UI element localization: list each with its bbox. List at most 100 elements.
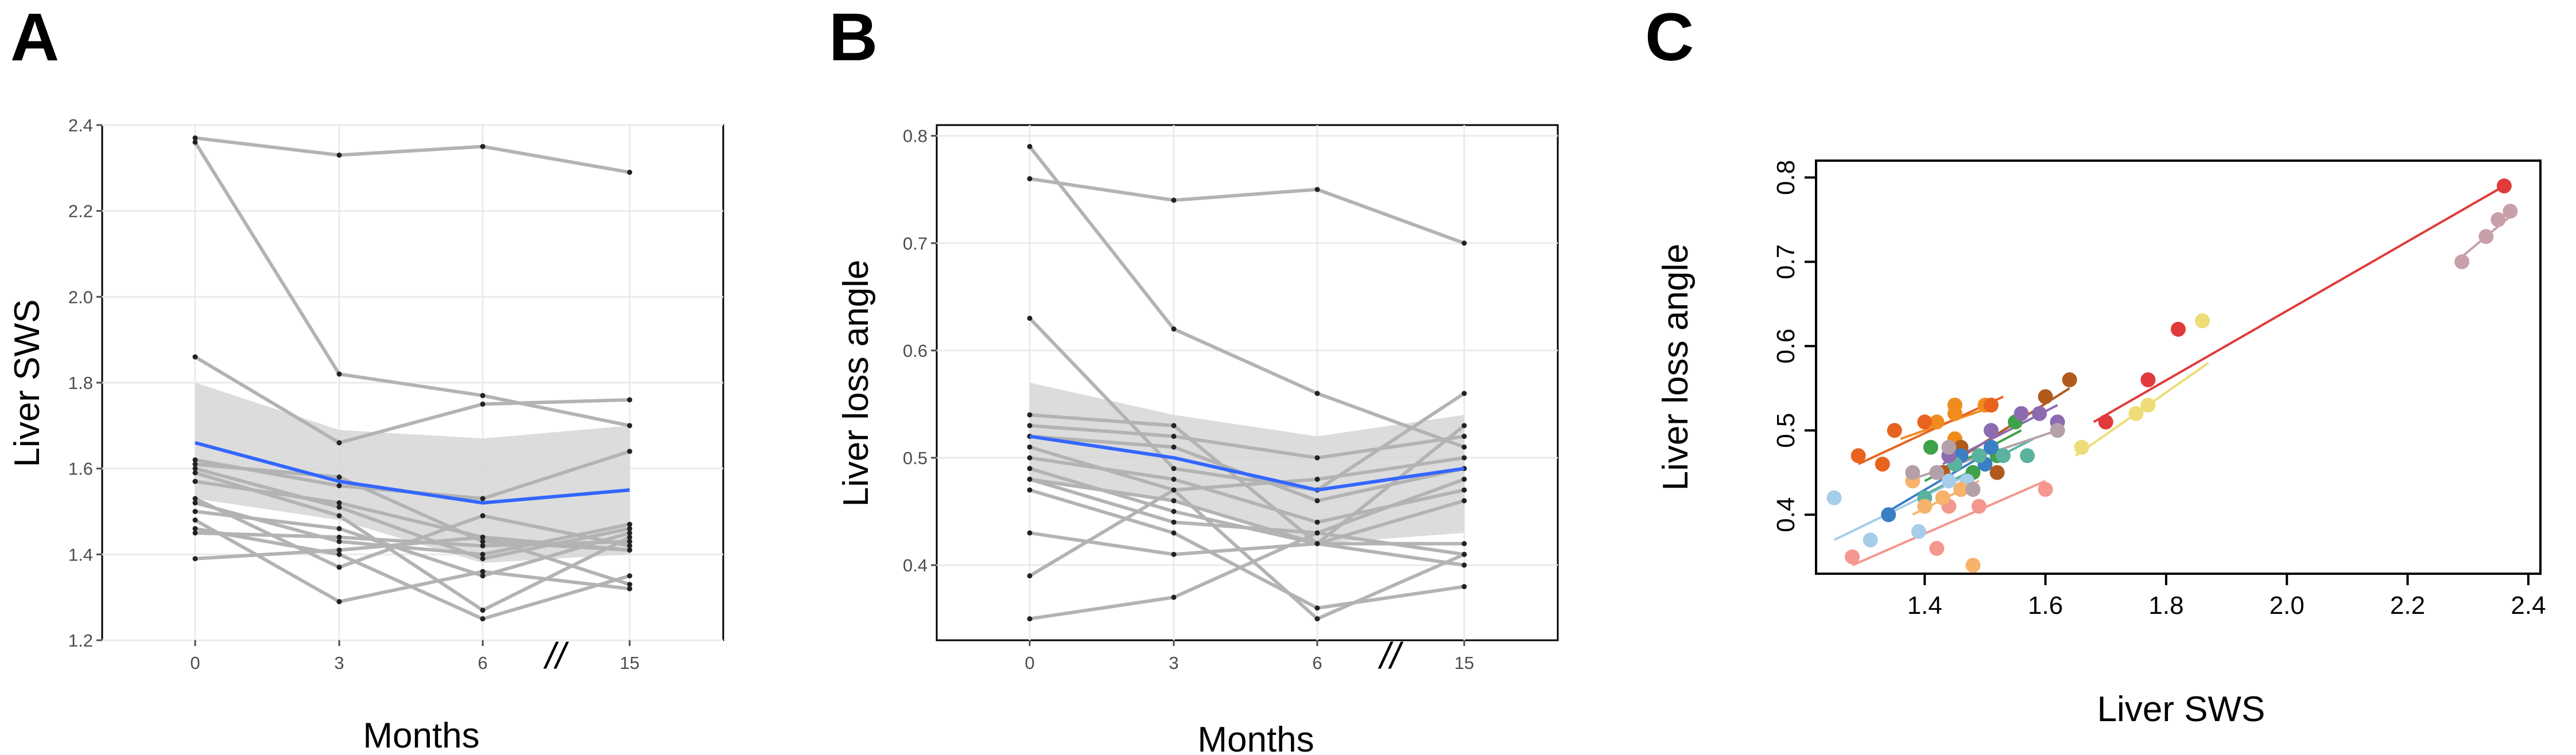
- subject-point-p9-1: [1171, 509, 1177, 514]
- subject-point-p6-3: [627, 526, 633, 531]
- subject-point-p3-0: [1027, 316, 1033, 321]
- fit-line-red: [2093, 185, 2505, 423]
- panel-a-letter: A: [10, 0, 59, 75]
- point-light-blue-0: [1826, 490, 1842, 505]
- subject-point-p5-0: [192, 461, 198, 467]
- point-teal-4: [1971, 448, 1987, 464]
- x-tick-label-2: 6: [1312, 653, 1322, 673]
- point-dark-orange-0: [1850, 448, 1866, 464]
- point-blue-0: [1881, 507, 1896, 523]
- subject-point-p1-2: [1314, 391, 1320, 396]
- point-purple-1: [2032, 406, 2047, 421]
- subject-point-p2-2: [1314, 186, 1320, 192]
- point-salmon-0: [1845, 549, 1860, 565]
- point-mauve-2: [2490, 212, 2506, 227]
- subject-point-p15-3: [627, 547, 633, 553]
- point-light-blue-3: [1941, 473, 1957, 489]
- subject-point-p11-1: [1171, 498, 1177, 504]
- subject-point-p4-1: [336, 483, 342, 489]
- panel-c: C 0.4 0.5 0.6 0.7 0.8 1.4 1.6 1.8 2.0 2.2 2.4 Liv…: [1645, 0, 2546, 729]
- c-y-tick-label-0: 0.4: [1772, 497, 1800, 532]
- panel-b-y-ticks: 0.4 0.5 0.6 0.7 0.8: [903, 126, 937, 575]
- subject-line-p2: [1029, 177, 1465, 245]
- panel-c-y-axis-title: Liver loss angle: [1656, 244, 1696, 491]
- x-tick-label-3: 15: [1454, 653, 1474, 673]
- x-tick-label-0: 0: [190, 653, 200, 673]
- subject-point-p9-2: [480, 513, 486, 519]
- subject-point-p3-0: [192, 354, 198, 360]
- point-green-0: [1923, 439, 1938, 455]
- point-mauve-1: [2478, 229, 2494, 244]
- subject-line-p10: [195, 501, 630, 556]
- panel-b-y-axis-title: Liver loss angle: [836, 260, 876, 507]
- panel-c-letter: C: [1645, 0, 1694, 75]
- subject-line-p2: [193, 141, 630, 427]
- subject-point-p12-3: [1461, 583, 1467, 589]
- x-tick-label-1: 3: [1169, 653, 1178, 673]
- c-x-tick-label-1: 1.6: [2028, 591, 2063, 620]
- panel-b-x-axis-title: Months: [1197, 720, 1314, 755]
- subject-point-p8-3: [627, 582, 633, 587]
- subject-point-p4-1: [1171, 423, 1177, 429]
- point-red-2: [2140, 372, 2156, 388]
- point-grey-mauve-0: [1905, 465, 1921, 480]
- subject-line-p13: [1029, 531, 1464, 556]
- y-tick-label-2: 1.6: [68, 459, 93, 479]
- subject-point-p8-1: [336, 500, 342, 506]
- subject-point-p14-3: [1461, 551, 1467, 557]
- subject-point-p2-1: [336, 371, 342, 377]
- subject-point-p3-1: [1171, 466, 1177, 472]
- subject-point-p2-3: [627, 423, 633, 429]
- subject-point-p8-1: [1171, 476, 1177, 482]
- point-yellow-1: [2140, 398, 2156, 413]
- x-tick-label-2: 6: [478, 653, 487, 673]
- c-x-tick-label-4: 2.2: [2390, 591, 2425, 620]
- subject-point-p1-3: [627, 169, 633, 175]
- subject-line-p3: [194, 355, 630, 445]
- point-purple-4: [1983, 423, 1999, 438]
- panel-a-subject-lines: [192, 135, 633, 622]
- point-yellow-2: [2128, 406, 2144, 421]
- subject-point-p13-3: [1461, 541, 1467, 547]
- subject-line-p3: [1028, 317, 1465, 492]
- point-purple-3: [2014, 406, 2029, 421]
- subject-point-p2-2: [480, 392, 486, 398]
- y-tick-label-4: 2.0: [68, 287, 93, 307]
- subject-point-p7-2: [1314, 476, 1320, 482]
- subject-point-p2-0: [1027, 176, 1033, 182]
- subject-point-p12-1: [336, 599, 342, 605]
- subject-point-p5-1: [1171, 434, 1177, 439]
- subject-point-p7-0: [192, 470, 198, 476]
- subject-point-p3-1: [336, 440, 342, 446]
- subject-line-p13: [195, 527, 630, 621]
- c-y-tick-label-3: 0.7: [1772, 244, 1800, 279]
- c-x-tick-label-5: 2.4: [2511, 591, 2546, 620]
- x-tick-label-3: 15: [620, 653, 639, 673]
- y-tick-label-4: 0.8: [903, 126, 928, 146]
- y-tick-label-5: 2.2: [68, 201, 93, 221]
- subject-point-p15-1: [336, 547, 342, 553]
- fit-line-salmon: [1852, 480, 2046, 567]
- point-grey-mauve-1: [1929, 465, 1945, 480]
- panel-b-mean-line: [1029, 434, 1465, 492]
- subject-point-p13-1: [336, 551, 342, 557]
- mean-line: [195, 441, 630, 505]
- panel-a-x-axis-title: Months: [363, 716, 479, 755]
- panel-c-points: [1826, 178, 2518, 573]
- subject-point-p4-3: [627, 449, 633, 454]
- subject-line-p7: [195, 471, 631, 612]
- subject-point-p3-3: [627, 397, 633, 403]
- subject-point-p12-0: [192, 517, 198, 523]
- subject-point-p2-1: [1171, 197, 1177, 203]
- c-y-tick-label-1: 0.5: [1772, 413, 1800, 448]
- subject-line-p11: [1029, 477, 1465, 567]
- panel-b-axis-break: //: [1378, 635, 1404, 676]
- point-grey-mauve-3: [1941, 439, 1957, 455]
- subject-point-p15-1: [1171, 594, 1177, 600]
- point-grey-mauve-2: [1965, 482, 1981, 497]
- subject-point-p5-1: [336, 474, 342, 480]
- point-light-blue-2: [1911, 524, 1926, 539]
- subject-point-p6-2: [1314, 498, 1320, 504]
- panel-c-y-ticks: 0.4 0.5 0.6 0.7 0.8: [1772, 160, 1816, 532]
- y-tick-label-6: 2.4: [68, 115, 93, 135]
